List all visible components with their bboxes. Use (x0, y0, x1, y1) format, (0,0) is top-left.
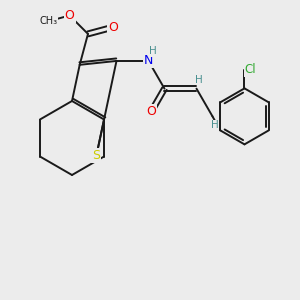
Text: O: O (147, 105, 156, 118)
Text: O: O (108, 21, 118, 34)
Text: N: N (144, 54, 153, 68)
Text: O: O (65, 9, 74, 22)
Text: S: S (92, 149, 101, 162)
Text: H: H (211, 120, 218, 130)
Text: H: H (195, 75, 203, 85)
Text: Cl: Cl (245, 63, 256, 76)
Text: CH₃: CH₃ (39, 16, 57, 26)
Text: H: H (148, 46, 156, 56)
